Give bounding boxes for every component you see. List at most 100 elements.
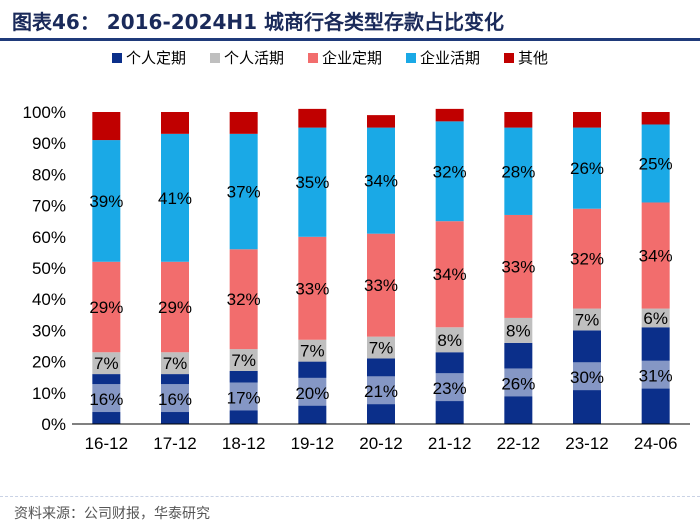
footer-divider <box>0 496 700 497</box>
data-label: 6% <box>643 309 668 328</box>
data-label: 34% <box>433 265 467 284</box>
bar-segment <box>161 352 189 375</box>
bar-segment <box>435 108 464 122</box>
bar-segment <box>161 261 189 353</box>
data-label: 26% <box>570 159 604 178</box>
bar-segment <box>229 133 258 250</box>
data-label: 29% <box>89 298 123 317</box>
y-tick-label: 60% <box>32 228 66 247</box>
legend-swatch <box>504 53 514 63</box>
bar-segment <box>229 349 258 371</box>
x-tick-label: 21-12 <box>428 434 471 453</box>
label-highlight-band <box>218 382 269 411</box>
y-tick-label: 10% <box>32 384 66 403</box>
data-label: 34% <box>364 172 398 191</box>
y-tick-label: 70% <box>32 197 66 216</box>
data-label: 20% <box>295 384 329 403</box>
data-label: 35% <box>295 173 329 192</box>
data-label: 41% <box>158 189 192 208</box>
label-highlight-band <box>150 384 200 413</box>
bar-segment <box>92 261 121 353</box>
bar-segment <box>229 249 258 350</box>
bar-segment <box>435 327 464 353</box>
data-label: 16% <box>89 390 123 409</box>
data-label: 7% <box>231 351 256 370</box>
data-label: 32% <box>433 162 467 181</box>
data-label: 7% <box>163 354 188 373</box>
x-tick-label: 24-06 <box>634 434 677 453</box>
bar-segment <box>229 112 258 134</box>
data-label: 39% <box>89 192 123 211</box>
bar-segment <box>573 208 601 309</box>
bar-segment <box>504 127 533 215</box>
data-label: 8% <box>437 331 462 350</box>
data-label: 7% <box>300 342 325 361</box>
y-tick-label: 100% <box>23 103 66 122</box>
data-label: 7% <box>575 310 600 329</box>
legend-swatch <box>210 53 220 63</box>
chart-legend: 个人定期 个人活期 企业定期 企业活期 其他 <box>112 49 548 67</box>
source-note: 资料来源：公司财报，华泰研究 <box>14 506 210 522</box>
bar-segment <box>367 127 395 234</box>
legend-swatch <box>112 53 122 63</box>
data-label: 33% <box>364 276 398 295</box>
y-axis: 0% 10% 20% 30% 40% 50% 60% 70% 80% 90% 100% <box>23 103 66 434</box>
x-tick-label: 23-12 <box>565 434 608 453</box>
x-tick-label: 22-12 <box>497 434 540 453</box>
x-tick-label: 18-12 <box>222 434 265 453</box>
bar-segment <box>92 352 121 375</box>
legend-label: 企业定期 <box>322 49 382 67</box>
bar-segment <box>161 133 189 262</box>
data-label: 31% <box>639 367 673 386</box>
data-label: 33% <box>501 257 535 276</box>
data-label: 34% <box>639 247 673 266</box>
bar-segment <box>367 336 395 359</box>
bar-segment <box>161 112 189 134</box>
x-tick-label: 16-12 <box>85 434 128 453</box>
bar-segment <box>92 140 121 262</box>
legend-label: 个人定期 <box>126 49 186 67</box>
bar-segment <box>298 236 327 340</box>
label-highlight-band <box>356 376 406 405</box>
bar-segment <box>641 202 670 309</box>
data-label: 21% <box>364 382 398 401</box>
y-tick-label: 0% <box>41 415 66 434</box>
x-axis: 16-12 17-12 18-12 19-12 20-12 21-12 22-12 23-12… <box>72 423 690 453</box>
y-tick-label: 40% <box>32 290 66 309</box>
label-highlight-band <box>630 360 681 389</box>
chart-title: 图表46： 2016-2024H1 城商行各类型存款占比变化 <box>12 10 505 34</box>
bar-segment <box>641 112 670 125</box>
legend-swatch <box>308 53 318 63</box>
data-label: 32% <box>227 290 261 309</box>
bar-segment <box>298 339 327 362</box>
data-label: 29% <box>158 298 192 317</box>
y-tick-label: 50% <box>32 259 66 278</box>
data-label: 7% <box>369 339 394 358</box>
bar-segment <box>573 112 601 128</box>
data-label: 32% <box>570 250 604 269</box>
bar-segment <box>435 121 464 222</box>
stacked-bar-chart: 个人定期 个人活期 企业定期 企业活期 其他 0% 10% 20% 30% 40% 50% 60% 7… <box>23 49 690 453</box>
bars: 16% 7% 29% 39% 16% 7% 29% 41% 17% 7% 32% 37% 20% 7% 33… <box>81 108 681 424</box>
title-bar: 图表46： 2016-2024H1 城商行各类型存款占比变化 <box>0 0 700 44</box>
data-label: 25% <box>639 154 673 173</box>
data-label: 17% <box>227 388 261 407</box>
data-label: 33% <box>295 279 329 298</box>
bar-segment <box>435 221 464 328</box>
label-highlight-band <box>424 373 475 402</box>
y-tick-label: 20% <box>32 353 66 372</box>
label-highlight-band <box>287 377 338 406</box>
data-label: 8% <box>506 321 531 340</box>
label-highlight-band <box>562 362 612 391</box>
bar-segment <box>298 127 327 237</box>
data-label: 16% <box>158 390 192 409</box>
data-label: 37% <box>227 183 261 202</box>
bar-segment <box>573 308 601 331</box>
bar-segment <box>504 317 533 343</box>
bar-segment <box>573 127 601 209</box>
data-label: 7% <box>94 354 119 373</box>
bar-segment <box>367 233 395 337</box>
bar-segment <box>641 124 670 203</box>
x-tick-label: 19-12 <box>291 434 334 453</box>
x-tick-label: 20-12 <box>359 434 402 453</box>
